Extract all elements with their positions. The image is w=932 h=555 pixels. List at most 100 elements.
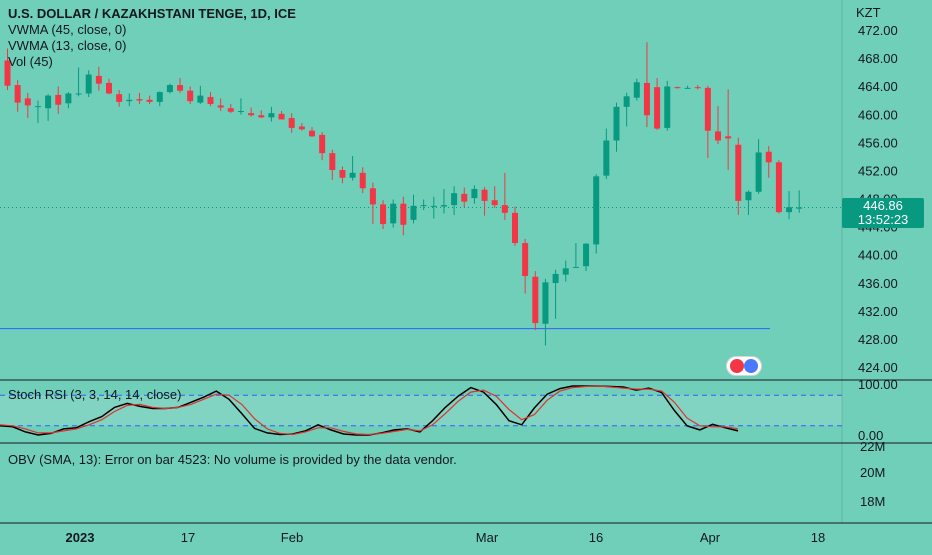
candle[interactable] xyxy=(55,86,62,114)
candle[interactable] xyxy=(643,42,650,128)
candle[interactable] xyxy=(156,91,163,107)
candle[interactable] xyxy=(451,186,458,215)
candle[interactable] xyxy=(684,85,691,89)
candle[interactable] xyxy=(542,278,549,346)
candle[interactable] xyxy=(796,190,803,213)
candle[interactable] xyxy=(512,206,518,246)
candle[interactable] xyxy=(298,122,305,131)
candle[interactable] xyxy=(197,85,204,105)
candle[interactable] xyxy=(217,98,224,112)
candle[interactable] xyxy=(369,182,376,225)
candle[interactable] xyxy=(725,89,732,171)
candle[interactable] xyxy=(440,188,447,214)
candle[interactable] xyxy=(633,78,640,101)
candle-body xyxy=(136,99,143,101)
indicator-vwma-45[interactable]: VWMA (45, close, 0) xyxy=(8,22,127,37)
obv-error-label[interactable]: OBV (SMA, 13): Error on bar 4523: No vol… xyxy=(8,452,457,467)
candle[interactable] xyxy=(14,80,21,112)
candle[interactable] xyxy=(380,200,387,229)
candle[interactable] xyxy=(562,260,569,282)
candle[interactable] xyxy=(136,92,143,105)
price-tick-label: 472.00 xyxy=(858,23,898,38)
stoch-rsi-label[interactable]: Stoch RSI (3, 3, 14, 14, close) xyxy=(8,387,182,402)
candle[interactable] xyxy=(664,80,671,131)
candle[interactable] xyxy=(166,83,173,94)
candle[interactable] xyxy=(288,113,295,133)
candle[interactable] xyxy=(471,185,478,204)
candle[interactable] xyxy=(765,146,772,178)
candle[interactable] xyxy=(126,93,133,107)
candle-body xyxy=(481,189,488,201)
last-price-box: 446.86 13:52:23 xyxy=(842,198,924,228)
candle[interactable] xyxy=(146,95,153,105)
candle[interactable] xyxy=(34,100,41,123)
candle[interactable] xyxy=(24,92,31,119)
candle[interactable] xyxy=(593,174,600,254)
candle[interactable] xyxy=(552,269,559,319)
candle[interactable] xyxy=(106,78,112,95)
candle[interactable] xyxy=(319,132,326,161)
candle[interactable] xyxy=(248,107,255,117)
candle[interactable] xyxy=(572,243,579,268)
candle[interactable] xyxy=(674,86,681,89)
stoch-d-line[interactable] xyxy=(0,385,739,436)
candle[interactable] xyxy=(613,102,620,152)
candle[interactable] xyxy=(187,86,194,105)
candle[interactable] xyxy=(227,104,234,114)
candle[interactable] xyxy=(704,85,711,159)
candle[interactable] xyxy=(177,78,184,93)
candle[interactable] xyxy=(278,111,285,120)
candle[interactable] xyxy=(390,199,397,228)
candle[interactable] xyxy=(755,139,762,194)
candle[interactable] xyxy=(481,186,488,216)
candle[interactable] xyxy=(522,238,529,294)
candle[interactable] xyxy=(501,172,508,220)
candle[interactable] xyxy=(745,190,752,215)
candle[interactable] xyxy=(116,89,123,107)
candle[interactable] xyxy=(491,186,498,208)
main-pane: 472.00468.00464.00460.00456.00452.00448.… xyxy=(0,23,898,375)
candle[interactable] xyxy=(237,98,244,115)
candle[interactable] xyxy=(359,167,366,194)
candle[interactable] xyxy=(85,70,92,97)
candle[interactable] xyxy=(623,92,630,127)
candle-body xyxy=(674,87,681,89)
candle[interactable] xyxy=(4,48,11,90)
candle[interactable] xyxy=(65,92,72,109)
candle[interactable] xyxy=(95,66,102,91)
candle[interactable] xyxy=(654,78,661,130)
candle[interactable] xyxy=(268,106,275,122)
candle[interactable] xyxy=(207,92,214,107)
candle[interactable] xyxy=(735,137,742,215)
candle[interactable] xyxy=(339,166,346,184)
candle-body xyxy=(248,113,255,116)
candle[interactable] xyxy=(349,155,356,181)
candle-body xyxy=(126,99,133,102)
candle[interactable] xyxy=(715,106,721,145)
candle[interactable] xyxy=(75,67,82,97)
candle[interactable] xyxy=(45,94,52,121)
candle[interactable] xyxy=(583,243,590,272)
us-flag-icon[interactable] xyxy=(726,356,762,376)
symbol-title[interactable]: U.S. DOLLAR / KAZAKHSTANI TENGE, 1D, ICE xyxy=(8,6,296,21)
candle[interactable] xyxy=(694,85,701,90)
candle[interactable] xyxy=(400,196,407,236)
indicator-volume[interactable]: Vol (45) xyxy=(8,54,53,69)
candle[interactable] xyxy=(329,149,336,180)
candle-body xyxy=(562,268,569,275)
candle[interactable] xyxy=(420,199,427,211)
candle[interactable] xyxy=(786,191,793,220)
candle-body xyxy=(380,204,387,225)
candle[interactable] xyxy=(603,128,610,180)
time-tick-label: 2023 xyxy=(66,530,95,545)
candle[interactable] xyxy=(461,187,468,208)
indicator-vwma-13[interactable]: VWMA (13, close, 0) xyxy=(8,38,127,53)
candle[interactable] xyxy=(775,160,782,214)
candle[interactable] xyxy=(532,271,539,331)
candle[interactable] xyxy=(309,127,315,138)
candle[interactable] xyxy=(258,110,265,119)
candle[interactable] xyxy=(430,196,437,219)
candle[interactable] xyxy=(410,194,417,224)
